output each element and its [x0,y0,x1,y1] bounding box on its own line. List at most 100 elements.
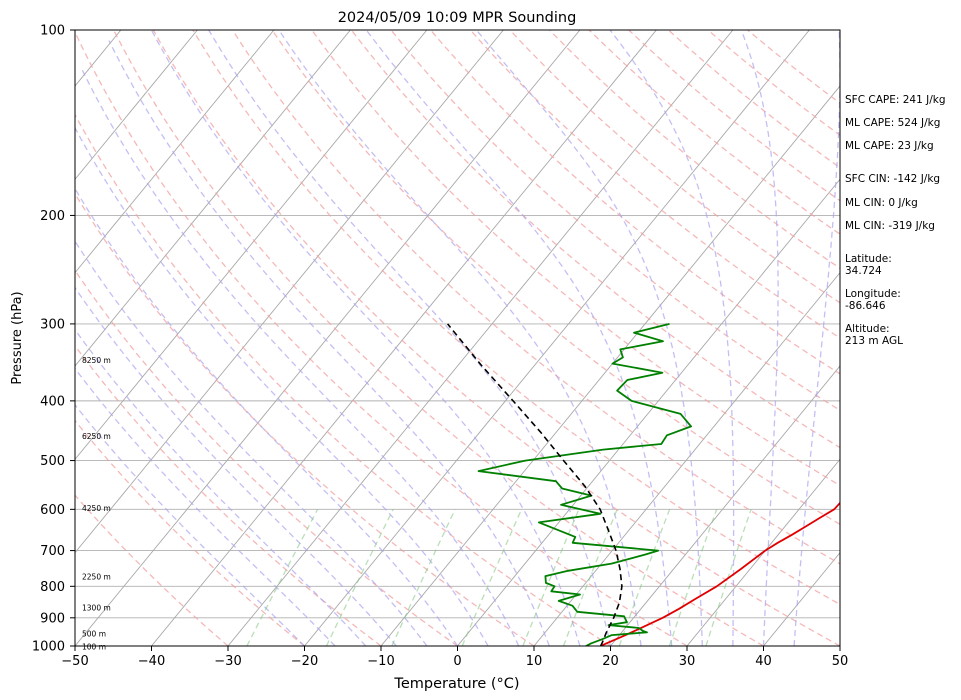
dry-adiabat-line [509,30,840,304]
y-tick-label: 400 [40,394,65,409]
y-tick-label: 300 [40,317,65,332]
dry-adiabat-line [549,30,840,269]
x-tick-label: 0 [453,654,461,669]
dry-adiabat-line [350,30,840,449]
moist-adiabat-line [75,240,428,646]
moist-adiabat-line [75,328,367,646]
moist-adiabat-line [475,30,703,646]
isotherm-line [75,30,581,646]
ml-cin-text-1: ML CIN: 0 J/kg [845,197,918,209]
mixing-ratio-line [391,509,456,646]
dry-adiabat-line [271,30,840,526]
height-label: 2250 m [82,572,111,581]
y-tick-label: 500 [40,454,65,469]
dry-adiabat-line [469,30,840,339]
moist-adiabat-line [75,126,489,646]
height-labels: 8250 m 6250 m 4250 m 2250 m 1300 m 500 m 100 m [82,356,111,651]
ml-cape-text-1: ML CAPE: 524 J/kg [845,117,940,129]
y-tick-label: 800 [40,580,65,595]
isotherm-line [75,30,504,554]
parcel-line [446,323,623,646]
dry-adiabat-line [75,113,611,646]
x-axis: −50 −40 −30 −20 −10 0 10 20 30 40 50 [61,646,848,669]
mixing-ratio-line [618,509,671,646]
ml-cape-text-2: ML CAPE: 23 J/kg [845,140,934,152]
x-tick-label: 40 [755,654,772,669]
x-tick-label: −20 [291,654,318,669]
x-tick-label: −10 [367,654,394,669]
sfc-cape-text: SFC CAPE: 241 J/kg [845,94,946,106]
moist-adiabat-line [75,286,397,646]
dewpoint-line [477,323,692,646]
mixing-ratio-line [668,509,718,646]
x-tick-label: 10 [526,654,543,669]
isotherm-line [304,30,810,646]
moist-adiabat-line [365,30,673,646]
isotherm-line [533,271,840,646]
moist-adiabat-line [75,367,336,646]
y-axis: 100 200 300 400 500 600 700 800 900 1000 [32,24,75,655]
moist-adiabat-line [740,30,779,646]
dry-adiabat-line [311,30,840,487]
isotherm-line [380,85,840,646]
isotherm-line [75,30,198,181]
x-tick-label: −30 [214,654,241,669]
y-tick-label: 600 [40,503,65,518]
mixing-ratio-line [461,509,523,646]
altitude-value: 213 m AGL [845,335,903,347]
height-label: 500 m [82,630,106,639]
height-label: 100 m [82,642,106,651]
mixing-ratio-line [325,509,394,646]
y-tick-label: 1000 [32,640,65,655]
isotherm-line [75,30,351,367]
dry-adiabat-line [152,30,840,646]
dry-adiabat-line [707,30,840,136]
height-label: 6250 m [82,432,111,441]
dry-adiabat-line [75,30,688,646]
x-tick-label: 20 [602,654,619,669]
sfc-cin-text: SFC CIN: -142 J/kg [845,173,940,185]
height-label: 4250 m [82,504,111,513]
isotherm-line [610,365,840,646]
moist-adiabat-line [108,40,550,646]
dry-adiabat-line [75,192,535,646]
moist-adiabat-line [81,69,520,646]
ml-cin-text-2: ML CIN: -319 J/kg [845,220,935,232]
isotherm-line [457,178,840,646]
isotherm-line [75,30,428,461]
isotherm-line [151,30,657,646]
chart-title: 2024/05/09 10:09 MPR Sounding [338,10,577,26]
y-axis-label: Pressure (hPa) [10,291,25,384]
dry-adiabat-line [75,269,458,646]
latitude-value: 34.724 [845,265,882,277]
x-axis-label: Temperature (°C) [393,676,519,692]
isotherm-line [227,30,734,646]
dry-adiabat-line [231,30,840,565]
x-tick-label: −40 [138,654,165,669]
moist-adiabat-line [75,187,459,646]
latitude-label: Latitude: [845,253,892,265]
dry-adiabat-line [75,494,229,646]
x-tick-label: −50 [61,654,88,669]
height-label: 1300 m [82,604,111,613]
y-tick-label: 700 [40,544,65,559]
mixing-ratio-line [522,509,580,646]
dry-adiabat-line [192,30,840,606]
dry-adiabat-line [75,344,382,646]
dry-adiabat-line [75,419,305,646]
info-panel: SFC CAPE: 241 J/kg ML CAPE: 524 J/kg ML … [845,94,946,347]
x-tick-label: 30 [679,654,696,669]
background-lines [75,30,840,646]
isotherm-line [75,30,275,274]
isotherm-line [686,458,840,646]
plot-area [75,30,840,646]
height-label: 8250 m [82,356,111,365]
moist-adiabat-line [208,30,612,646]
y-tick-label: 100 [40,24,65,39]
plot-frame [74,29,841,647]
moist-adiabat-line [793,30,840,646]
altitude-label: Altitude: [845,323,890,335]
mixing-ratio-line [246,508,319,646]
sounding-lines [446,323,840,646]
